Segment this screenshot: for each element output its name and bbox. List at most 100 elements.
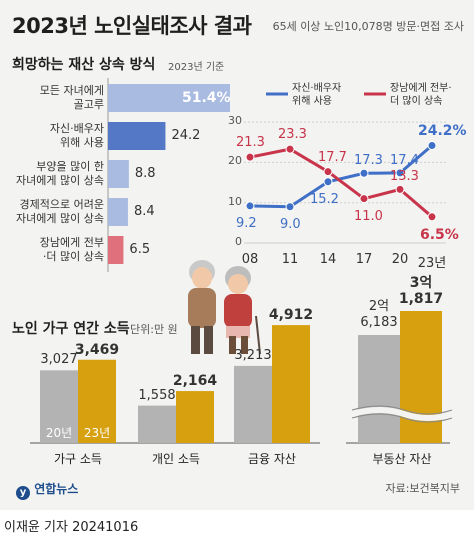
realestate-bar-0 <box>358 335 400 443</box>
brand-logo: y 연합뉴스 <box>16 480 78 500</box>
line-label-1-4: 13.3 <box>390 169 419 185</box>
inheritance-value-3: 8.4 <box>133 204 155 219</box>
line-xtick-0: 08 <box>241 252 259 267</box>
line-label-0-5: 24.2% <box>418 123 467 140</box>
realestate-value-0-line0: 2억 <box>368 299 390 314</box>
realestate-value-1-line0: 3억 <box>409 275 433 291</box>
inheritance-category-3-line1: 자녀에게 많이 상속 <box>16 212 104 225</box>
line-xtick-4: 20 <box>391 252 409 267</box>
inheritance-category-1: 자신·배우자 위해 사용 <box>4 122 104 150</box>
inheritance-category-3: 경제적으로 어려운 자녀에게 많이 상속 <box>4 198 104 226</box>
inheritance-category-1-line0: 자신·배우자 <box>49 122 104 135</box>
inheritance-bar-chart <box>107 78 230 272</box>
elderly-couple-illustration <box>188 260 261 355</box>
legend-series-0: 자신·배우자 위해 사용 <box>292 82 341 108</box>
line-label-0-0: 9.2 <box>236 215 257 231</box>
reporter-credit: 이재윤 기자 20241016 <box>4 520 139 535</box>
legend-series-1-line1: 장남에게 전부· <box>390 83 452 94</box>
line-xtick-5: 23년 <box>417 256 447 271</box>
inheritance-value-1: 24.2 <box>171 128 201 143</box>
inheritance-bar-3 <box>108 198 128 226</box>
inheritance-category-0-line0: 모든 자녀에게 <box>39 84 104 97</box>
line-ytick-2: 20 <box>228 154 242 168</box>
income-bar-1-1 <box>176 391 214 443</box>
infographic-card: 2023년 노인실태조사 결과 65세 이상 노인10,078명 방문·면접 조… <box>0 0 474 510</box>
line-point-1-3 <box>359 194 369 204</box>
line-ytick-3: 30 <box>228 114 242 128</box>
line-ytick-0: 0 <box>235 235 242 248</box>
income-value-1-0: 1,558 <box>138 387 176 403</box>
inheritance-chart-title: 희망하는 재산 상속 방식 <box>12 57 156 73</box>
income-category-2: 금융 자산 <box>248 452 296 466</box>
line-point-1-0 <box>245 152 255 162</box>
brand-mark-icon: y <box>16 486 30 500</box>
line-xtick-1: 11 <box>281 252 299 267</box>
line-xtick-3: 17 <box>355 252 373 267</box>
line-label-1-2: 17.7 <box>318 149 347 165</box>
income-value-0-1: 3,469 <box>74 341 120 358</box>
income-category-1: 개인 소득 <box>152 452 200 466</box>
income-category-3: 부동산 자산 <box>372 452 432 466</box>
line-point-0-3 <box>359 168 369 178</box>
brand-name: 연합뉴스 <box>34 482 79 496</box>
income-bar-2-1 <box>272 325 310 443</box>
inheritance-category-2-line1: 자녀에게 많이 상속 <box>16 174 104 187</box>
line-label-0-2: 15.2 <box>310 191 339 207</box>
survey-subtitle: 65세 이상 노인10,078명 방문·면접 조사 <box>272 20 464 33</box>
line-label-1-5: 6.5% <box>420 226 459 243</box>
axis-break-mark-top <box>351 405 453 415</box>
income-bar-1-0 <box>138 405 176 443</box>
realestate-value-1-line1: 1,817 <box>398 291 444 307</box>
income-bar-0-0 <box>40 370 78 443</box>
line-xtick-2: 14 <box>319 252 337 267</box>
legend-series-1: 장남에게 전부· 더 많이 상속 <box>390 82 452 108</box>
income-value-1-1: 2,164 <box>172 373 218 390</box>
income-category-0: 가구 소득 <box>54 452 102 466</box>
legend-series-0-line1: 자신·배우자 <box>292 83 342 94</box>
inheritance-category-4: 장남에게 전부 ·더 많이 상속 <box>4 236 104 264</box>
realestate-value-0-line1: 6,183 <box>360 315 398 330</box>
line-label-0-1: 9.0 <box>280 216 301 232</box>
legend-series-0-line2: 위해 사용 <box>292 96 332 107</box>
income-chart-title: 노인 가구 연간 소득 <box>12 321 130 337</box>
inheritance-chart-note: 2023년 기준 <box>168 62 225 73</box>
realestate-value-1: 3억 1,817 <box>396 275 446 307</box>
line-label-1-0: 21.3 <box>236 135 265 151</box>
inheritance-bar-4 <box>108 236 124 264</box>
line-point-0-1 <box>285 202 295 212</box>
inheritance-value-0: 51.4% <box>182 90 231 106</box>
inheritance-category-0: 모든 자녀에게 골고루 <box>4 84 104 112</box>
income-series-label-0: 20년 <box>45 426 73 440</box>
legend-line-blue <box>266 92 288 96</box>
line-point-0-4 <box>395 168 405 178</box>
inheritance-category-4-line1: ·더 많이 상속 <box>42 250 104 263</box>
income-chart-unit: 단위:만 원 <box>130 323 178 336</box>
line-point-1-4 <box>395 184 405 194</box>
axis-break-mark-bottom <box>351 413 453 423</box>
inheritance-bar-1 <box>108 122 166 150</box>
income-bar-0-1 <box>78 359 116 443</box>
page-title: 2023년 노인실태조사 결과 <box>12 14 252 38</box>
data-source: 자료:보건복지부 <box>385 482 460 495</box>
income-bar-chart <box>30 311 453 444</box>
inheritance-category-4-line0: 장남에게 전부 <box>39 236 104 249</box>
inheritance-category-3-line0: 경제적으로 어려운 <box>19 198 104 211</box>
line-point-1-2 <box>323 167 333 177</box>
income-series-label-1: 23년 <box>83 426 111 440</box>
line-point-0-0 <box>245 201 255 211</box>
line-point-0-2 <box>323 177 333 187</box>
line-point-1-1 <box>285 144 295 154</box>
line-ytick-1: 10 <box>228 194 242 208</box>
legend-line-red <box>364 92 386 96</box>
inheritance-category-0-line1: 골고루 <box>73 98 104 111</box>
line-series-1 <box>249 147 433 218</box>
legend-series-1-line2: 더 많이 상속 <box>390 96 443 107</box>
inheritance-value-4: 6.5 <box>129 242 151 257</box>
income-bar-2-0 <box>234 365 272 443</box>
axis-break-band <box>351 407 453 421</box>
inheritance-category-1-line1: 위해 사용 <box>60 136 104 149</box>
income-value-0-0: 3,027 <box>40 352 78 368</box>
realestate-bar-1 <box>400 311 442 443</box>
income-value-2-0: 3,213 <box>234 347 272 363</box>
line-label-0-4: 17.4 <box>390 152 419 168</box>
